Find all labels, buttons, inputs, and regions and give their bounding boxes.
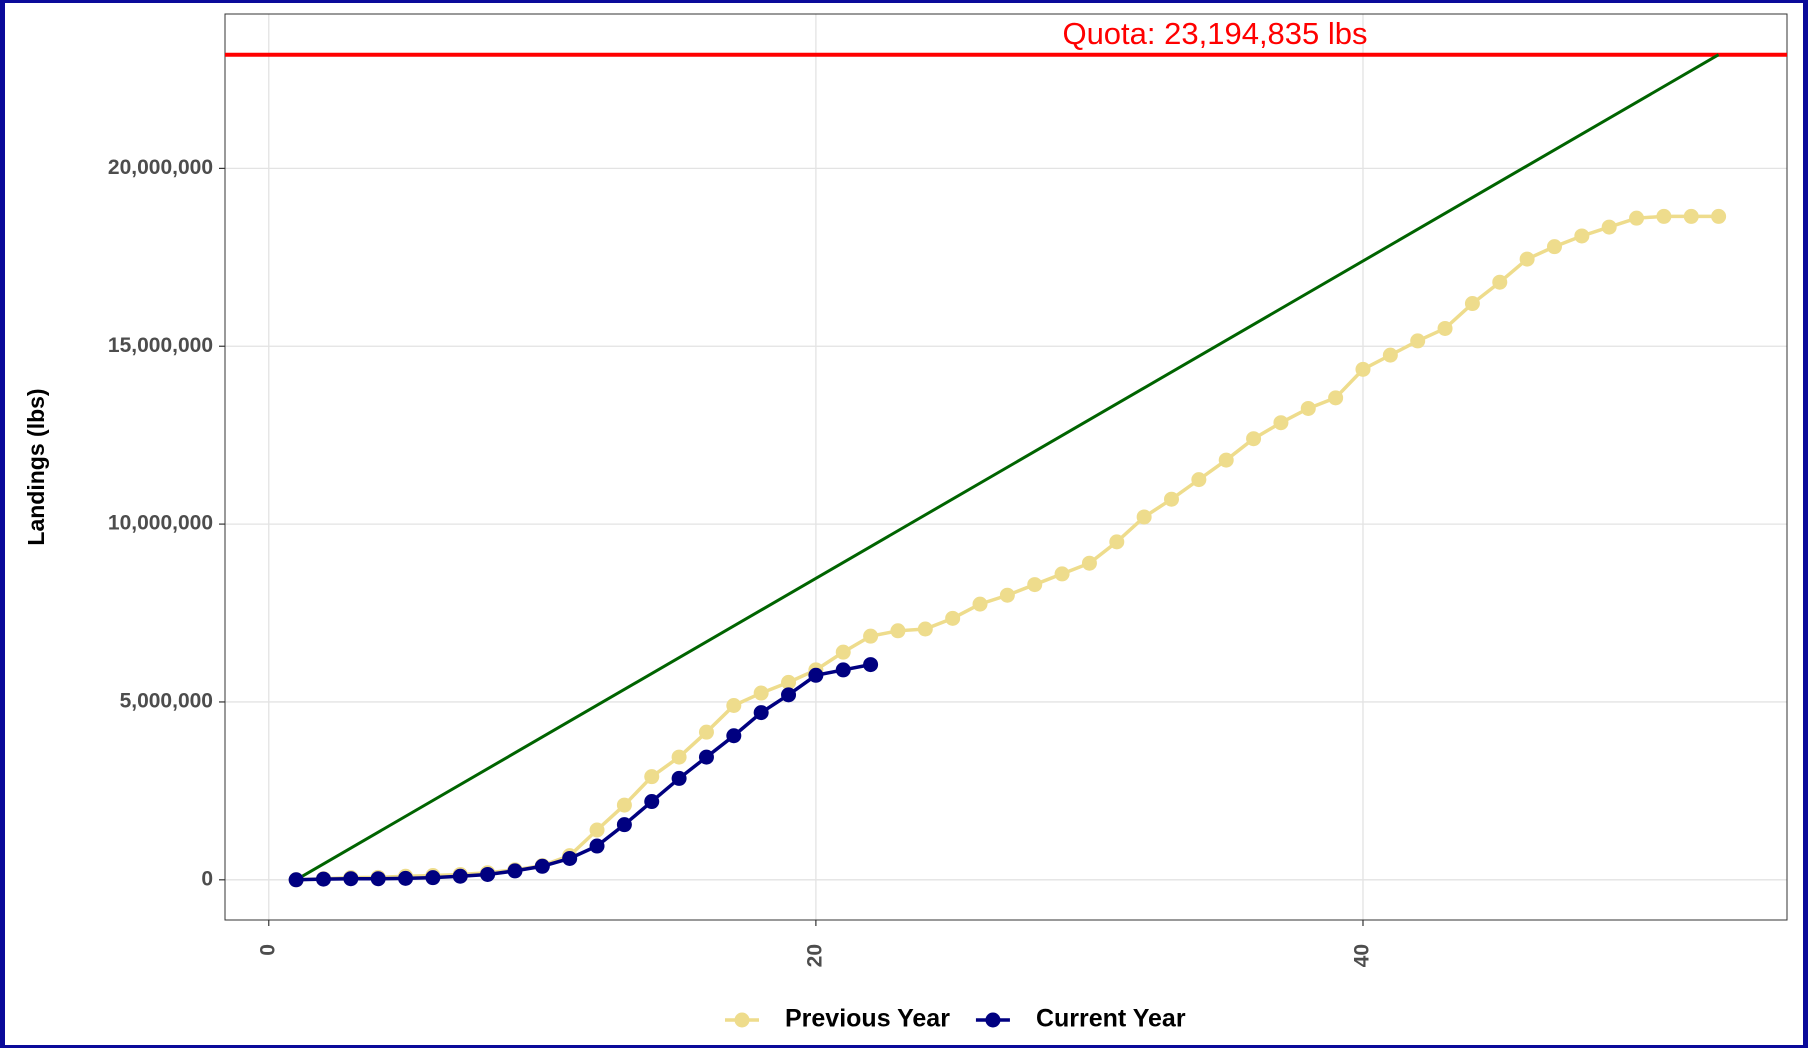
data-point: [1601, 219, 1617, 235]
data-point: [315, 871, 331, 887]
data-point: [1300, 400, 1316, 416]
data-point: [1273, 415, 1289, 431]
data-point: [1437, 320, 1453, 336]
series-line: [296, 662, 871, 882]
y-axis-label: Landings (lbs): [23, 388, 49, 545]
data-point: [1081, 555, 1097, 571]
data-point: [1355, 361, 1371, 377]
data-point: [753, 705, 769, 721]
data-point: [1546, 239, 1562, 255]
data-point: [452, 868, 468, 884]
data-point: [1136, 509, 1152, 525]
data-point: [1410, 333, 1426, 349]
data-point: [1218, 452, 1234, 468]
data-point: [1027, 577, 1043, 593]
data-point: [480, 866, 496, 882]
y-tick-label: 5,000,000: [120, 689, 213, 712]
data-point: [1164, 491, 1180, 507]
data-point: [671, 770, 687, 786]
data-point: [1246, 431, 1262, 447]
y-tick-label: 10,000,000: [108, 512, 213, 535]
data-point: [835, 662, 851, 678]
data-point: [1054, 566, 1070, 582]
data-point: [753, 685, 769, 701]
data-point: [1711, 208, 1727, 224]
data-point: [1191, 472, 1207, 488]
data-point: [425, 870, 441, 886]
data-point: [534, 858, 550, 874]
data-point: [644, 794, 660, 810]
data-point: [917, 621, 933, 637]
legend-label: Current Year: [1036, 1005, 1186, 1033]
x-tick-label: 0: [256, 944, 279, 956]
data-point: [616, 797, 632, 813]
x-tick-label: 20: [803, 944, 826, 967]
data-point: [1519, 251, 1535, 267]
legend-marker: [734, 1012, 750, 1028]
data-point: [398, 870, 414, 886]
data-point: [589, 838, 605, 854]
data-point: [616, 817, 632, 833]
data-point: [671, 749, 687, 765]
data-point: [835, 644, 851, 660]
data-point: [726, 698, 742, 714]
data-point: [1629, 210, 1645, 226]
plot-border: [224, 13, 1788, 921]
legend-item: Previous Year: [725, 1005, 950, 1033]
data-point: [1492, 274, 1508, 290]
target-line: [295, 53, 1720, 882]
data-point: [288, 872, 304, 888]
data-point: [698, 749, 714, 765]
data-point: [999, 587, 1015, 603]
legend-marker: [985, 1012, 1001, 1028]
data-point: [562, 850, 578, 866]
legend-item: Current Year: [975, 1005, 1186, 1033]
data-point: [945, 610, 961, 626]
data-point: [781, 674, 797, 690]
data-point: [1574, 228, 1590, 244]
data-point: [1109, 534, 1125, 550]
data-point: [726, 728, 742, 744]
data-point: [890, 623, 906, 639]
y-tick-label: 0: [201, 867, 213, 890]
data-point: [698, 724, 714, 740]
data-point: [1683, 208, 1699, 224]
data-point: [343, 871, 359, 887]
y-tick-label: 20,000,000: [108, 156, 213, 179]
data-point: [589, 822, 605, 838]
data-point: [863, 628, 879, 644]
data-point: [644, 769, 660, 785]
data-point: [1328, 390, 1344, 406]
data-point: [781, 687, 797, 703]
data-point: [1656, 208, 1672, 224]
data-point: [370, 871, 386, 887]
data-point: [808, 667, 824, 683]
legend-label: Previous Year: [785, 1005, 950, 1033]
data-point: [863, 657, 879, 673]
quota-label: Quota: 23,194,835 lbs: [1062, 16, 1367, 51]
data-point: [507, 863, 523, 879]
data-point: [1464, 296, 1480, 312]
x-tick-label: 40: [1351, 944, 1374, 967]
data-point: [1382, 347, 1398, 363]
data-point: [972, 596, 988, 612]
y-tick-label: 15,000,000: [108, 334, 213, 357]
